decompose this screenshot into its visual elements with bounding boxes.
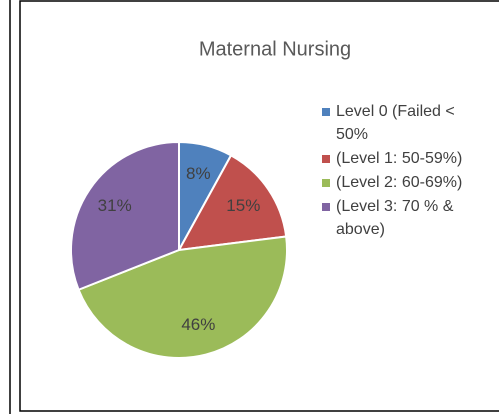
data-label: 31%	[98, 196, 132, 215]
data-label: 46%	[181, 315, 215, 334]
pie-slice	[177, 154, 288, 252]
legend: Level 0 (Failed < 50% (Level 1: 50-59%) (L…	[322, 100, 472, 242]
pie-slice	[77, 235, 288, 359]
legend-swatch	[322, 155, 330, 163]
legend-item: (Level 3: 70 % & above)	[322, 195, 472, 241]
legend-swatch	[322, 108, 330, 116]
legend-swatch	[322, 179, 330, 187]
legend-item: (Level 2: 60-69%)	[322, 171, 472, 194]
legend-label: (Level 3: 70 % & above)	[336, 198, 454, 238]
legend-label: Level 0 (Failed < 50%	[336, 103, 455, 143]
legend-label: (Level 1: 50-59%)	[336, 150, 463, 167]
chart-title: Maternal Nursing	[199, 38, 351, 60]
legend-swatch	[322, 203, 330, 211]
legend-label: (Level 2: 60-69%)	[336, 174, 463, 191]
data-label: 15%	[226, 196, 260, 215]
legend-item: Level 0 (Failed < 50%	[322, 100, 472, 146]
pie-slice	[70, 140, 180, 292]
data-label: 8%	[186, 164, 211, 183]
legend-item: (Level 1: 50-59%)	[322, 147, 472, 170]
